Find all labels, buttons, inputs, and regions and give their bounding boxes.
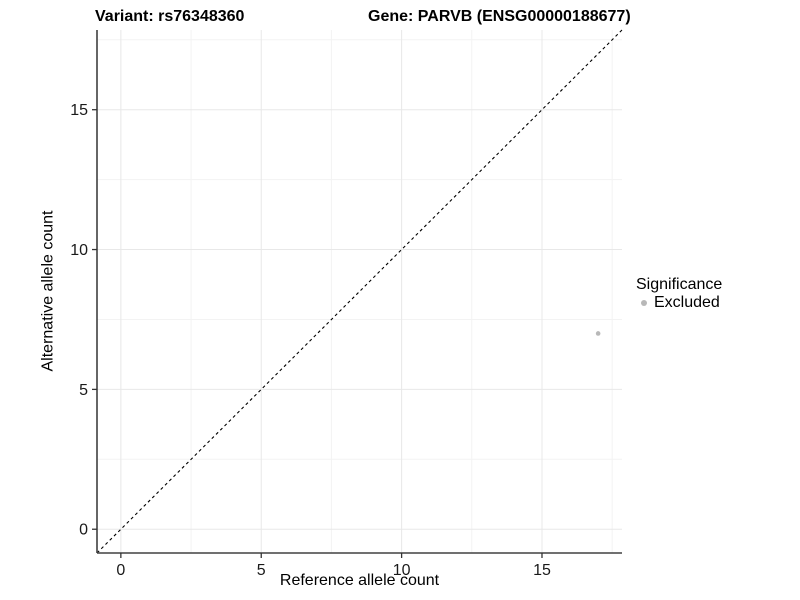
legend-item-label: Excluded — [654, 294, 720, 311]
y-axis-title: Alternative allele count — [39, 210, 57, 372]
x-tick-label: 0 — [116, 562, 125, 579]
gene-title: Gene: PARVB (ENSG00000188677) — [368, 8, 631, 25]
legend-title: Significance — [636, 276, 723, 293]
excluded-point-icon — [641, 300, 647, 306]
identity-dashed-line — [96, 29, 623, 554]
data-point — [595, 331, 601, 336]
x-tick-label: 10 — [393, 562, 411, 579]
legend-item-excluded: Excluded — [636, 294, 722, 312]
x-axis-title: Reference allele count — [279, 572, 440, 589]
y-tick-label: 5 — [79, 382, 88, 399]
variant-title: Variant: rs76348360 — [95, 8, 245, 25]
y-tick-label: 15 — [70, 102, 88, 119]
y-tick-label: 0 — [79, 522, 88, 539]
x-tick-label: 15 — [533, 562, 551, 579]
y-tick-label: 10 — [70, 242, 88, 259]
legend: Significance Excluded — [636, 276, 722, 312]
x-tick-label: 5 — [257, 562, 266, 579]
